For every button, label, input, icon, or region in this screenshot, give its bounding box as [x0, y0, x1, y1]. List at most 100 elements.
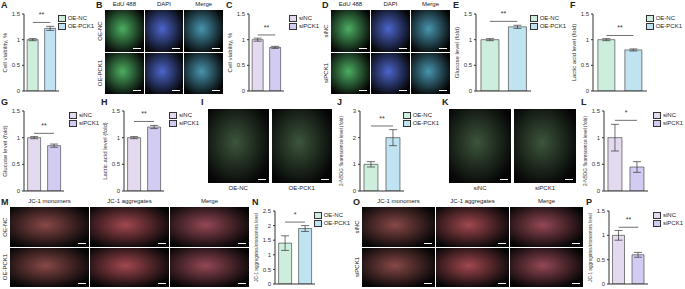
html-text:A: A — [1, 0, 8, 10]
html-text:siNC: siNC — [79, 112, 92, 118]
svg-text:0: 0 — [586, 88, 590, 94]
svg-text:Cell viability, %: Cell viability, % — [2, 32, 8, 73]
html-text:K: K — [442, 97, 449, 107]
svg-text:1.5: 1.5 — [112, 108, 121, 114]
svg-text:**: ** — [626, 216, 632, 223]
html-text:siPCK1: siPCK1 — [299, 23, 319, 29]
html-text:EdU 488: EdU 488 — [112, 1, 136, 7]
svg-text:0.5: 0.5 — [263, 267, 272, 273]
svg-text:**: ** — [617, 24, 623, 31]
svg-text:1.5: 1.5 — [12, 11, 21, 17]
svg-text:1.5: 1.5 — [597, 208, 606, 214]
svg-text:JC-1 aggregates/monomers level: JC-1 aggregates/monomers level — [588, 213, 593, 282]
svg-text:**: ** — [41, 122, 47, 129]
html-text:siNC: siNC — [299, 15, 312, 21]
svg-text:0: 0 — [469, 88, 473, 94]
svg-text:1: 1 — [469, 37, 473, 43]
svg-text:1.5: 1.5 — [592, 108, 601, 114]
svg-text:0.5: 0.5 — [12, 161, 21, 167]
svg-text:1.5: 1.5 — [237, 11, 246, 17]
html-text:OE-NC: OE-NC — [97, 21, 103, 41]
svg-text:2: 2 — [268, 223, 272, 229]
svg-text:**: ** — [39, 11, 45, 18]
html-text:G: G — [1, 97, 8, 107]
html-text:L: L — [581, 97, 587, 107]
svg-text:2: 2 — [353, 135, 357, 141]
html-text:B: B — [96, 0, 103, 10]
html-text:E: E — [453, 0, 459, 10]
html-text:OE-NC: OE-NC — [67, 15, 87, 21]
svg-text:0: 0 — [242, 88, 246, 94]
svg-text:Cell viability, %: Cell viability, % — [227, 32, 233, 73]
svg-text:2.5: 2.5 — [263, 208, 272, 214]
html-text:H: H — [101, 97, 108, 107]
svg-text:**: ** — [264, 24, 270, 31]
html-text:D: D — [322, 0, 329, 10]
svg-text:0: 0 — [17, 88, 21, 94]
svg-text:**: ** — [501, 10, 507, 17]
html-text:Merge: Merge — [195, 1, 213, 7]
svg-text:1: 1 — [353, 161, 357, 167]
svg-text:1.5: 1.5 — [464, 11, 473, 17]
html-text:OE-NC: OE-NC — [539, 15, 559, 21]
html-text:siPCK1: siPCK1 — [179, 120, 199, 126]
svg-text:0.5: 0.5 — [581, 62, 590, 68]
html-text:OE-PCK1: OE-PCK1 — [323, 220, 350, 226]
svg-text:**: ** — [379, 115, 385, 122]
svg-text:0.5: 0.5 — [112, 161, 121, 167]
html-text:siNC: siNC — [663, 212, 676, 218]
svg-text:1: 1 — [602, 232, 606, 238]
svg-text:1: 1 — [586, 37, 590, 43]
svg-text:1.5: 1.5 — [12, 108, 21, 114]
html-text:OE-NC: OE-NC — [655, 15, 675, 21]
svg-text:2-NBDG fluorescence level (fol: 2-NBDG fluorescence level (fold) — [339, 116, 344, 187]
html-text:OE-PCK1: OE-PCK1 — [539, 23, 566, 29]
svg-text:1: 1 — [17, 135, 21, 141]
svg-text:0: 0 — [602, 281, 606, 287]
svg-text:1: 1 — [597, 135, 601, 141]
html-text:DAPI: DAPI — [157, 1, 171, 7]
html-text:OE-PCK1: OE-PCK1 — [67, 23, 94, 29]
svg-text:0.5: 0.5 — [592, 161, 601, 167]
svg-text:1.5: 1.5 — [581, 11, 590, 17]
html-text:N: N — [252, 197, 259, 207]
svg-text:3: 3 — [353, 108, 357, 114]
html-text:siPCK1: siPCK1 — [663, 220, 683, 226]
html-text:OE-NC: OE-NC — [412, 112, 432, 118]
html-text:siNC: siNC — [179, 112, 192, 118]
html-text:siPCK1: siPCK1 — [663, 120, 683, 126]
svg-text:0.5: 0.5 — [597, 257, 606, 263]
svg-text:**: ** — [141, 110, 147, 117]
svg-text:Lactic acid level (fold): Lactic acid level (fold) — [571, 24, 577, 82]
html-text:C: C — [226, 0, 233, 10]
svg-text:0: 0 — [17, 188, 21, 194]
html-text:siNC: siNC — [663, 112, 676, 118]
html-text:P: P — [586, 197, 592, 207]
svg-text:0: 0 — [117, 188, 121, 194]
svg-text:0.5: 0.5 — [12, 62, 21, 68]
svg-text:0: 0 — [353, 188, 357, 194]
svg-text:0: 0 — [597, 188, 601, 194]
svg-text:Glucose level (fold): Glucose level (fold) — [2, 125, 8, 176]
html-text:OE-NC: OE-NC — [323, 212, 343, 218]
html-text:F: F — [570, 0, 576, 10]
svg-text:Lactic acid level (fold): Lactic acid level (fold) — [102, 122, 108, 180]
svg-text:2-NBDG fluorescence level (fol: 2-NBDG fluorescence level (fold) — [583, 116, 588, 187]
svg-text:1: 1 — [242, 37, 246, 43]
html-text:M: M — [1, 197, 9, 207]
svg-text:1: 1 — [117, 135, 121, 141]
svg-text:*: * — [294, 211, 297, 218]
svg-text:0.5: 0.5 — [464, 62, 473, 68]
svg-text:*: * — [625, 109, 628, 116]
html-text:OE-PCK1: OE-PCK1 — [655, 23, 682, 29]
svg-text:0.5: 0.5 — [237, 62, 246, 68]
svg-text:JC-1 aggregates/monomers level: JC-1 aggregates/monomers level — [254, 213, 259, 282]
svg-text:1.5: 1.5 — [263, 237, 272, 243]
html-text:OE-PCK1: OE-PCK1 — [412, 120, 439, 126]
html-text:siPCK1: siPCK1 — [79, 120, 99, 126]
svg-text:Glucose level (fold): Glucose level (fold) — [454, 27, 460, 78]
svg-text:1: 1 — [268, 252, 272, 258]
svg-text:1: 1 — [17, 37, 21, 43]
svg-text:0: 0 — [268, 281, 272, 287]
html-text:O: O — [353, 197, 360, 207]
